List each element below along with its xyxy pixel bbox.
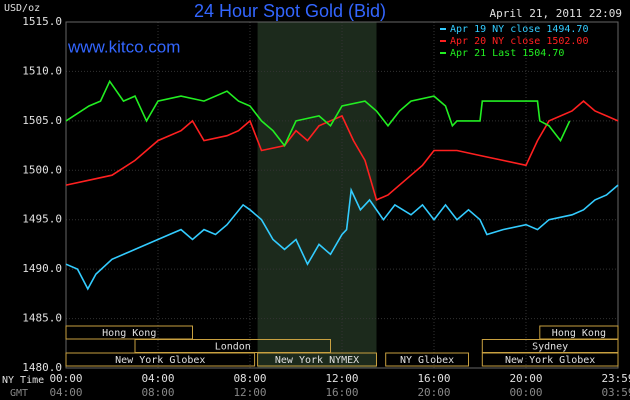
x-tick-label: 00:00 xyxy=(49,372,82,385)
session-box xyxy=(385,352,470,367)
session-label: Hong Kong xyxy=(102,328,156,339)
series-line xyxy=(65,79,571,148)
y-tick-label: 1515.0 xyxy=(22,15,62,28)
chart-title: 24 Hour Spot Gold (Bid) xyxy=(194,1,386,21)
x-tick-label: 16:00 xyxy=(417,372,450,385)
y-tick-label: 1495.0 xyxy=(22,213,62,226)
x-tick-label: 20:00 xyxy=(509,372,542,385)
session-label: Hong Kong xyxy=(552,328,606,339)
x2-axis-label: GMT xyxy=(10,388,28,399)
x-tick-label: 12:00 xyxy=(325,372,358,385)
plot-frame xyxy=(65,21,619,369)
legend-label: Apr 20 NY close 1502.00 xyxy=(450,36,588,47)
session-box xyxy=(481,352,619,367)
x2-tick-label: 03:59 xyxy=(601,386,630,399)
y-tick-label: 1500.0 xyxy=(22,163,62,176)
session-label: New York Globex xyxy=(115,355,205,366)
session-box xyxy=(65,325,193,340)
y-tick-label: 1485.0 xyxy=(22,312,62,325)
timestamp: April 21, 2011 22:09 xyxy=(490,7,622,20)
session-box xyxy=(257,352,377,367)
session-label: NY Globex xyxy=(400,355,454,366)
y-axis-label: USD/oz xyxy=(4,3,40,14)
x-tick-label: 08:00 xyxy=(233,372,266,385)
series-line xyxy=(65,184,619,291)
x2-tick-label: 12:00 xyxy=(233,386,266,399)
x-tick-label: 23:59 xyxy=(601,372,630,385)
y-tick-label: 1490.0 xyxy=(22,262,62,275)
y-tick-label: 1480.0 xyxy=(22,361,62,374)
legend-label: Apr 19 NY close 1494.70 xyxy=(450,24,588,35)
x-axis-label: NY Time xyxy=(2,375,44,386)
x2-tick-label: 08:00 xyxy=(141,386,174,399)
session-label: New York Globex xyxy=(505,355,595,366)
x2-tick-label: 16:00 xyxy=(325,386,358,399)
session-label: New York NYMEX xyxy=(275,355,359,366)
legend-label: Apr 21 Last 1504.70 xyxy=(450,48,564,59)
y-tick-label: 1510.0 xyxy=(22,64,62,77)
x2-tick-label: 20:00 xyxy=(417,386,450,399)
x-tick-label: 04:00 xyxy=(141,372,174,385)
y-tick-label: 1505.0 xyxy=(22,114,62,127)
session-label: Sydney xyxy=(532,342,568,353)
series-line xyxy=(65,100,619,201)
session-box xyxy=(65,352,256,367)
x2-tick-label: 04:00 xyxy=(49,386,82,399)
session-shade xyxy=(257,22,377,368)
session-label: London xyxy=(215,342,251,353)
watermark: www.kitco.com xyxy=(67,37,180,56)
x2-tick-label: 00:00 xyxy=(509,386,542,399)
